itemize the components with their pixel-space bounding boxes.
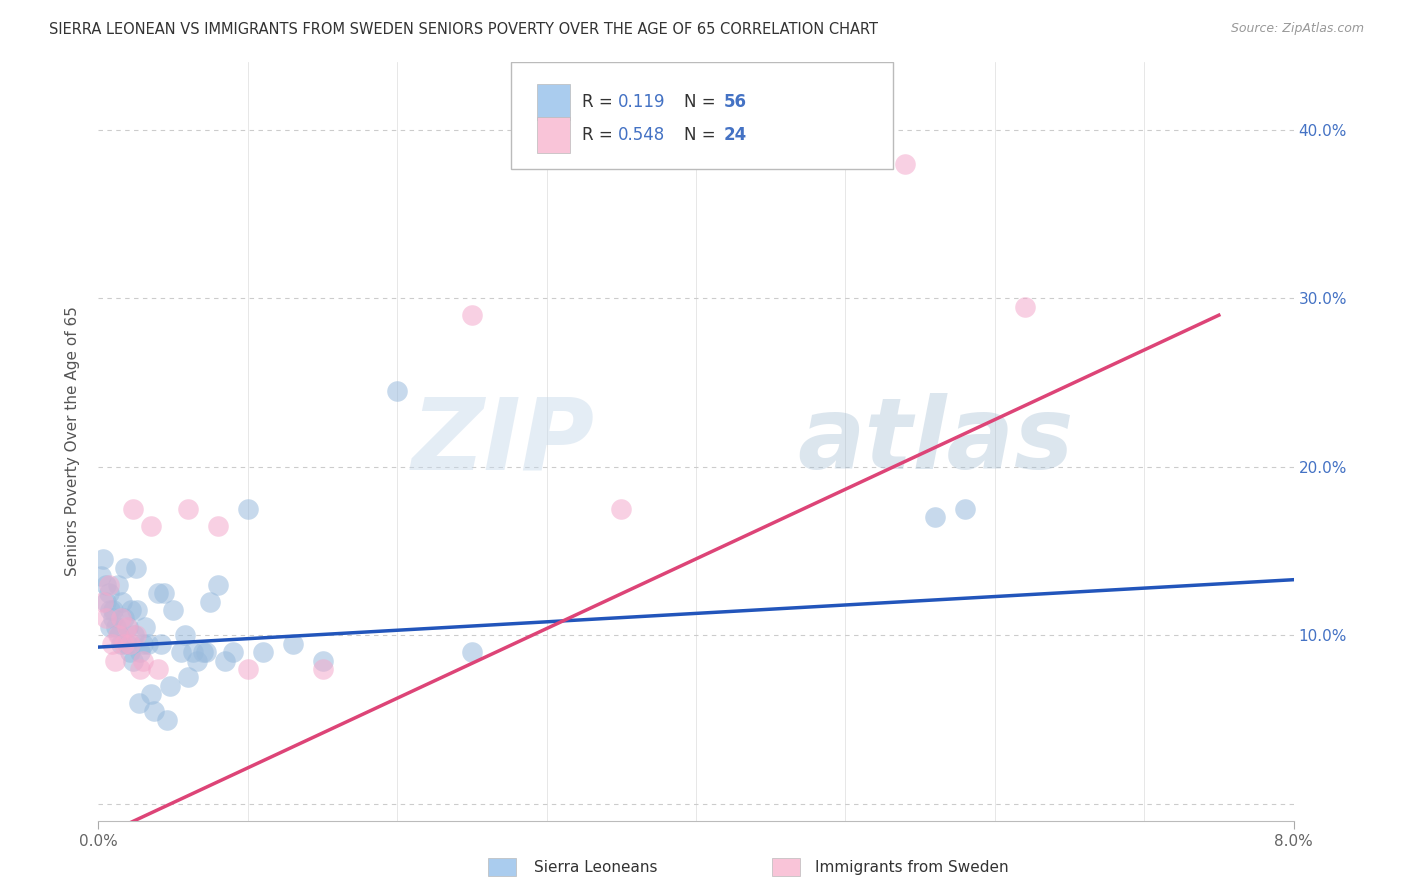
Text: atlas: atlas [797, 393, 1074, 490]
Point [894, 156, 917, 170]
Point [200, 594, 222, 608]
Point [207, 578, 229, 592]
Point [97, 578, 120, 592]
Text: Sierra Leoneans: Sierra Leoneans [534, 860, 658, 874]
Point [186, 654, 208, 668]
Point [128, 696, 150, 710]
Point [177, 502, 200, 516]
Point [159, 679, 181, 693]
Point [118, 645, 141, 659]
Text: SIERRA LEONEAN VS IMMIGRANTS FROM SWEDEN SENIORS POVERTY OVER THE AGE OF 65 CORR: SIERRA LEONEAN VS IMMIGRANTS FROM SWEDEN… [49, 22, 879, 37]
Y-axis label: Seniors Poverty Over the Age of 65: Seniors Poverty Over the Age of 65 [65, 307, 80, 576]
Point [150, 637, 173, 651]
Point [132, 654, 155, 668]
Point [94, 594, 117, 608]
Point [91, 552, 114, 566]
Point [953, 502, 976, 516]
Point [174, 628, 197, 642]
Point [461, 308, 484, 322]
Point [120, 603, 142, 617]
FancyBboxPatch shape [537, 117, 571, 153]
Point [222, 645, 245, 659]
Text: Immigrants from Sweden: Immigrants from Sweden [815, 860, 1010, 874]
Point [121, 654, 143, 668]
Point [110, 611, 132, 625]
Point [127, 603, 149, 617]
Text: R =: R = [582, 127, 619, 145]
Text: ZIP: ZIP [412, 393, 595, 490]
Point [461, 645, 484, 659]
Point [195, 645, 218, 659]
Point [129, 662, 152, 676]
Point [142, 704, 165, 718]
Point [139, 518, 162, 533]
Point [118, 637, 141, 651]
Point [91, 594, 114, 608]
Point [385, 384, 409, 398]
Point [97, 586, 120, 600]
Point [125, 561, 148, 575]
Point [148, 662, 170, 676]
Point [129, 645, 152, 659]
Point [169, 645, 191, 659]
Point [115, 637, 138, 651]
Point [112, 637, 135, 651]
Point [311, 654, 333, 668]
Point [98, 620, 122, 634]
Point [281, 637, 304, 651]
Point [110, 637, 132, 651]
Point [94, 578, 117, 592]
Point [108, 628, 131, 642]
Text: R =: R = [582, 93, 619, 111]
Text: Source: ZipAtlas.com: Source: ZipAtlas.com [1230, 22, 1364, 36]
Point [101, 637, 124, 651]
Point [114, 561, 136, 575]
Point [115, 620, 138, 634]
Point [148, 586, 170, 600]
Point [121, 502, 143, 516]
Point [105, 620, 128, 634]
Point [139, 687, 162, 701]
Text: 56: 56 [724, 93, 747, 111]
Point [132, 637, 155, 651]
Point [103, 603, 125, 617]
Point [236, 502, 259, 516]
Point [162, 603, 184, 617]
Point [924, 510, 946, 524]
Point [177, 670, 200, 684]
Point [124, 628, 146, 642]
Point [610, 502, 633, 516]
Point [98, 603, 122, 617]
Point [112, 611, 135, 625]
Point [125, 628, 148, 642]
Point [136, 637, 159, 651]
Point [207, 518, 229, 533]
Text: 0.548: 0.548 [619, 127, 665, 145]
Point [191, 645, 214, 659]
Point [94, 611, 117, 625]
Point [156, 713, 179, 727]
Point [90, 569, 112, 583]
Text: N =: N = [685, 127, 721, 145]
Text: N =: N = [685, 93, 721, 111]
Point [214, 654, 236, 668]
Point [1014, 300, 1036, 314]
Point [236, 662, 259, 676]
Point [107, 578, 129, 592]
Text: 0.119: 0.119 [619, 93, 666, 111]
Point [103, 611, 125, 625]
Point [252, 645, 274, 659]
Point [134, 620, 156, 634]
FancyBboxPatch shape [510, 62, 893, 169]
Point [153, 586, 176, 600]
FancyBboxPatch shape [537, 84, 571, 120]
Point [311, 662, 333, 676]
Point [181, 645, 204, 659]
Text: 24: 24 [724, 127, 747, 145]
Point [104, 654, 127, 668]
Point [117, 620, 139, 634]
Point [107, 628, 129, 642]
Point [111, 594, 134, 608]
